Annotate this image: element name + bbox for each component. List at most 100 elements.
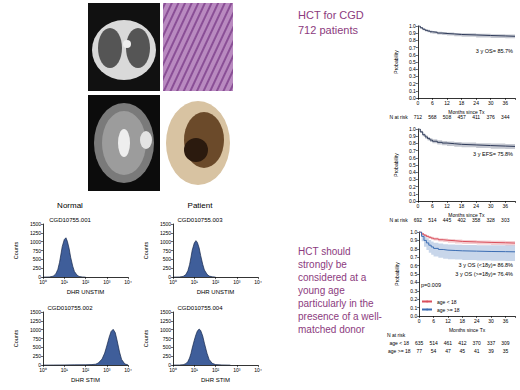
svg-text:500: 500 [163, 256, 172, 262]
svg-text:0.1: 0.1 [409, 191, 416, 197]
svg-text:10¹: 10¹ [191, 367, 199, 373]
svg-text:0.9: 0.9 [409, 30, 416, 36]
svg-text:750: 750 [33, 336, 42, 342]
svg-text:CGD010755.004: CGD010755.004 [177, 305, 223, 311]
svg-text:10²: 10² [212, 279, 220, 285]
svg-text:250: 250 [163, 353, 172, 359]
svg-text:CGD10755.001: CGD10755.001 [49, 217, 91, 223]
svg-text:1500: 1500 [160, 221, 171, 227]
svg-text:0.6: 0.6 [409, 155, 416, 161]
svg-text:0.6: 0.6 [410, 263, 417, 269]
svg-text:0.8: 0.8 [410, 246, 417, 252]
svg-text:0.7: 0.7 [410, 254, 417, 260]
svg-text:Probability: Probability [393, 153, 399, 177]
svg-text:6: 6 [431, 203, 434, 209]
svg-text:18: 18 [459, 203, 465, 209]
svg-text:500: 500 [33, 344, 42, 350]
svg-text:Counts: Counts [13, 242, 19, 260]
svg-text:12: 12 [444, 203, 450, 209]
svg-text:457: 457 [457, 114, 466, 120]
svg-text:10²: 10² [82, 367, 90, 373]
svg-text:0.4: 0.4 [409, 66, 416, 72]
svg-text:0.0: 0.0 [409, 198, 416, 204]
svg-text:0.0: 0.0 [409, 95, 416, 101]
svg-text:514: 514 [428, 217, 437, 223]
svg-text:36: 36 [503, 100, 509, 106]
svg-text:1250: 1250 [30, 230, 41, 236]
svg-text:500: 500 [33, 256, 42, 262]
svg-text:10³: 10³ [103, 279, 111, 285]
svg-text:568: 568 [428, 114, 437, 120]
svg-text:Counts: Counts [143, 330, 149, 348]
svg-text:Probability: Probability [393, 50, 399, 74]
svg-text:303: 303 [501, 217, 510, 223]
svg-text:0.2: 0.2 [409, 81, 416, 87]
svg-text:age >= 18: age >= 18 [437, 307, 460, 313]
svg-text:1000: 1000 [30, 327, 41, 333]
svg-text:1000: 1000 [160, 239, 171, 245]
svg-text:0.9: 0.9 [409, 133, 416, 139]
svg-text:250: 250 [33, 265, 42, 271]
svg-text:18: 18 [460, 318, 466, 324]
svg-text:250: 250 [33, 353, 42, 359]
svg-text:12: 12 [444, 100, 450, 106]
svg-text:1.0: 1.0 [409, 23, 416, 29]
svg-text:692: 692 [414, 217, 423, 223]
svg-text:N at risk: N at risk [389, 114, 408, 120]
svg-text:10²: 10² [82, 279, 90, 285]
svg-text:10³: 10³ [103, 367, 111, 373]
svg-text:445: 445 [443, 217, 452, 223]
svg-text:0.7: 0.7 [409, 148, 416, 154]
svg-text:30: 30 [488, 100, 494, 106]
svg-text:0.5: 0.5 [410, 271, 417, 277]
svg-text:10⁴: 10⁴ [124, 367, 132, 373]
svg-text:0.0: 0.0 [410, 313, 417, 319]
svg-text:411: 411 [472, 114, 480, 120]
svg-text:0.5: 0.5 [409, 59, 416, 65]
svg-text:54: 54 [431, 348, 437, 354]
svg-text:10²: 10² [212, 367, 220, 373]
svg-text:514: 514 [429, 340, 438, 346]
svg-text:10¹: 10¹ [61, 367, 69, 373]
svg-text:Counts: Counts [143, 242, 149, 260]
svg-text:30: 30 [488, 318, 494, 324]
svg-text:1000: 1000 [160, 327, 171, 333]
svg-text:10³: 10³ [233, 367, 241, 373]
svg-text:35: 35 [503, 348, 509, 354]
svg-text:age >= 18: age >= 18 [388, 348, 411, 354]
svg-text:0: 0 [416, 100, 419, 106]
svg-text:358: 358 [472, 217, 481, 223]
svg-text:p=0.009: p=0.009 [421, 282, 441, 288]
svg-text:DHR STIM: DHR STIM [201, 377, 230, 383]
svg-text:N at risk: N at risk [389, 217, 408, 223]
svg-text:376: 376 [487, 114, 496, 120]
svg-text:10⁴: 10⁴ [124, 279, 132, 285]
svg-text:1250: 1250 [160, 230, 171, 236]
svg-text:370: 370 [473, 340, 482, 346]
svg-text:0.1: 0.1 [410, 305, 417, 311]
svg-text:1000: 1000 [30, 239, 41, 245]
svg-text:DHR UNSTIM: DHR UNSTIM [67, 289, 105, 295]
svg-text:age < 18: age < 18 [437, 299, 457, 305]
svg-text:0.5: 0.5 [409, 162, 416, 168]
svg-text:1.0: 1.0 [409, 126, 416, 132]
svg-text:10⁰: 10⁰ [39, 367, 47, 373]
svg-text:Months since Tx: Months since Tx [449, 327, 486, 333]
svg-text:0.1: 0.1 [409, 88, 416, 94]
svg-text:508: 508 [443, 114, 452, 120]
svg-text:36: 36 [503, 318, 509, 324]
svg-text:18: 18 [459, 100, 465, 106]
svg-text:10⁴: 10⁴ [254, 367, 262, 373]
svg-text:1500: 1500 [30, 309, 41, 315]
svg-text:0.7: 0.7 [409, 45, 416, 51]
svg-text:250: 250 [163, 265, 172, 271]
svg-text:6: 6 [432, 318, 435, 324]
svg-text:DHR UNSTIM: DHR UNSTIM [197, 289, 235, 295]
svg-text:CGD010755.003: CGD010755.003 [177, 217, 223, 223]
svg-text:0.2: 0.2 [409, 184, 416, 190]
svg-text:1.0: 1.0 [410, 229, 417, 235]
svg-text:12: 12 [445, 318, 451, 324]
svg-text:344: 344 [501, 114, 510, 120]
svg-text:10¹: 10¹ [191, 279, 199, 285]
svg-text:635: 635 [415, 340, 424, 346]
